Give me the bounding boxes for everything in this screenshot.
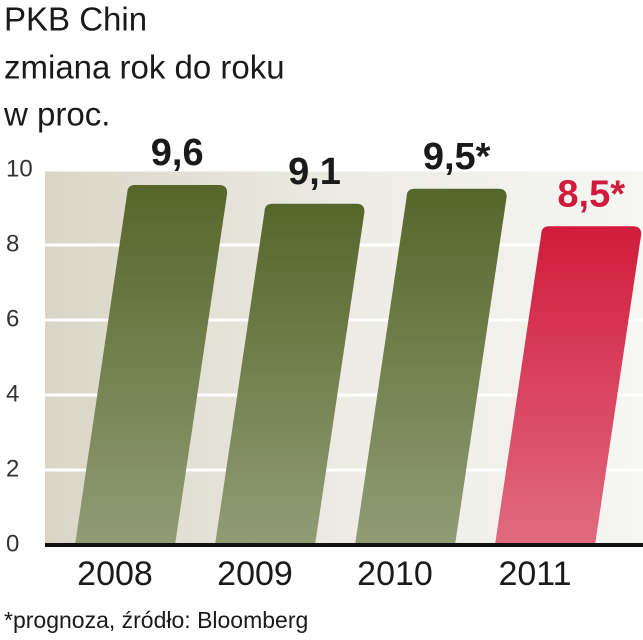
y-tick-label: 8 [6, 230, 19, 257]
value-label: 9,5* [423, 136, 491, 178]
y-tick-label: 2 [6, 455, 19, 482]
x-tick-label: 2008 [77, 555, 153, 593]
y-tick-label: 4 [6, 380, 19, 407]
bar [495, 226, 642, 545]
x-tick-label: 2010 [357, 555, 433, 593]
x-tick-label: 2011 [498, 555, 571, 593]
footnote: *prognoza, źródło: Bloomberg [4, 607, 308, 633]
value-label: 9,6 [151, 132, 204, 174]
bar [355, 188, 507, 545]
value-label: 9,1 [288, 151, 341, 193]
y-tick-label: 10 [6, 155, 33, 182]
y-tick-label: 0 [6, 530, 19, 557]
bar [75, 185, 228, 545]
chart-subtitle: w proc. [3, 96, 110, 133]
bar [215, 203, 365, 545]
chart-title: PKB Chin [4, 1, 147, 38]
y-tick-label: 6 [6, 305, 19, 332]
chart-subtitle: zmiana rok do roku [4, 49, 285, 86]
value-label: 8,5* [557, 173, 625, 215]
x-tick-label: 2009 [217, 555, 293, 593]
